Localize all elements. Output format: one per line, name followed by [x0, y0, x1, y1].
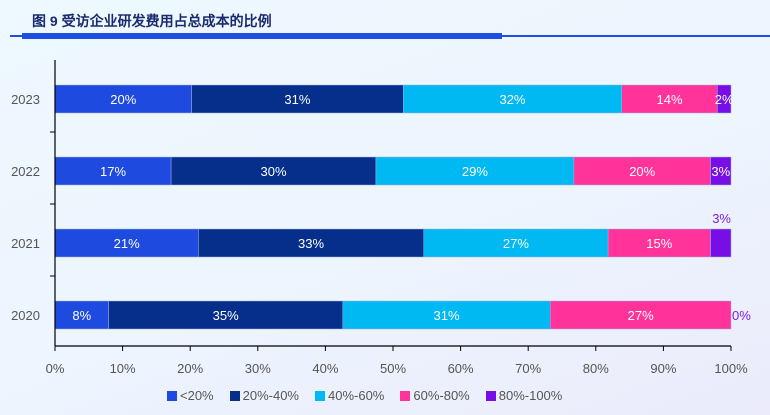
- data-label: 20%: [110, 92, 136, 107]
- x-tick-label: 100%: [714, 361, 748, 376]
- x-tick-label: 50%: [380, 361, 406, 376]
- data-label: 2%: [715, 92, 734, 107]
- legend-item: <20%: [167, 388, 214, 403]
- data-label: 33%: [298, 236, 324, 251]
- data-label: 8%: [72, 308, 91, 323]
- x-tick-label: 60%: [448, 361, 474, 376]
- data-label: 27%: [503, 236, 529, 251]
- legend-swatch: [485, 390, 496, 401]
- legend-label: <20%: [180, 388, 214, 403]
- legend: <20% 20%-40% 40%-60% 60%-80% 80%-100%: [167, 388, 562, 403]
- bar-segment: [375, 156, 575, 186]
- bar-segment: [198, 228, 424, 258]
- legend-item: 20%-40%: [229, 388, 299, 403]
- data-label: 32%: [499, 92, 525, 107]
- data-label: 0%: [732, 308, 751, 323]
- y-tick-label: 2023: [11, 92, 40, 107]
- data-label: 15%: [646, 236, 672, 251]
- x-tick-label: 40%: [312, 361, 338, 376]
- legend-label: 80%-100%: [498, 388, 563, 403]
- bar-segment: [607, 228, 711, 258]
- bar-segment: [54, 156, 172, 186]
- data-label: 21%: [114, 236, 140, 251]
- x-tick-label: 20%: [177, 361, 203, 376]
- bar-segment: [54, 300, 109, 330]
- title-underline-accent: [22, 33, 502, 39]
- data-label: 20%: [629, 164, 655, 179]
- bar-segment: [717, 84, 732, 114]
- legend-item: 40%-60%: [315, 388, 384, 403]
- data-label: 3%: [711, 164, 730, 179]
- data-label: 35%: [213, 308, 239, 323]
- data-label: 27%: [628, 308, 654, 323]
- legend-item: 80%-100%: [485, 388, 563, 403]
- data-label: 14%: [657, 92, 683, 107]
- legend-label: 60%-80%: [413, 388, 470, 403]
- bar-segment: [710, 228, 732, 258]
- data-label: 31%: [284, 92, 310, 107]
- bar-segment: [621, 84, 718, 114]
- x-tick-label: 30%: [245, 361, 271, 376]
- data-label: 30%: [260, 164, 286, 179]
- x-tick-label: 0%: [46, 361, 65, 376]
- bar-segment: [710, 156, 732, 186]
- data-label: 29%: [462, 164, 488, 179]
- bar-segment: [573, 156, 711, 186]
- x-tick-label: 90%: [650, 361, 676, 376]
- data-label: 31%: [434, 308, 460, 323]
- legend-label: 40%-60%: [328, 388, 385, 403]
- chart-title: 图 9 受访企业研发费用占总成本的比例: [32, 13, 272, 29]
- bar-segment: [550, 300, 732, 330]
- x-tick-label: 10%: [110, 361, 136, 376]
- data-label: 17%: [100, 164, 126, 179]
- bar-segment: [54, 228, 199, 258]
- legend-swatch: [315, 390, 325, 401]
- legend-swatch: [229, 390, 240, 401]
- legend-label: 20%-40%: [242, 388, 299, 403]
- data-label: 3%: [712, 211, 731, 226]
- y-tick-label: 2021: [11, 236, 40, 251]
- x-tick-label: 70%: [515, 361, 541, 376]
- y-tick-label: 2020: [11, 308, 40, 323]
- y-tick-label: 2022: [11, 164, 40, 179]
- legend-swatch: [400, 390, 411, 401]
- x-tick-label: 80%: [583, 361, 609, 376]
- legend-item: 60%-80%: [400, 388, 470, 403]
- legend-swatch: [167, 390, 177, 401]
- bar-segment: [402, 84, 622, 114]
